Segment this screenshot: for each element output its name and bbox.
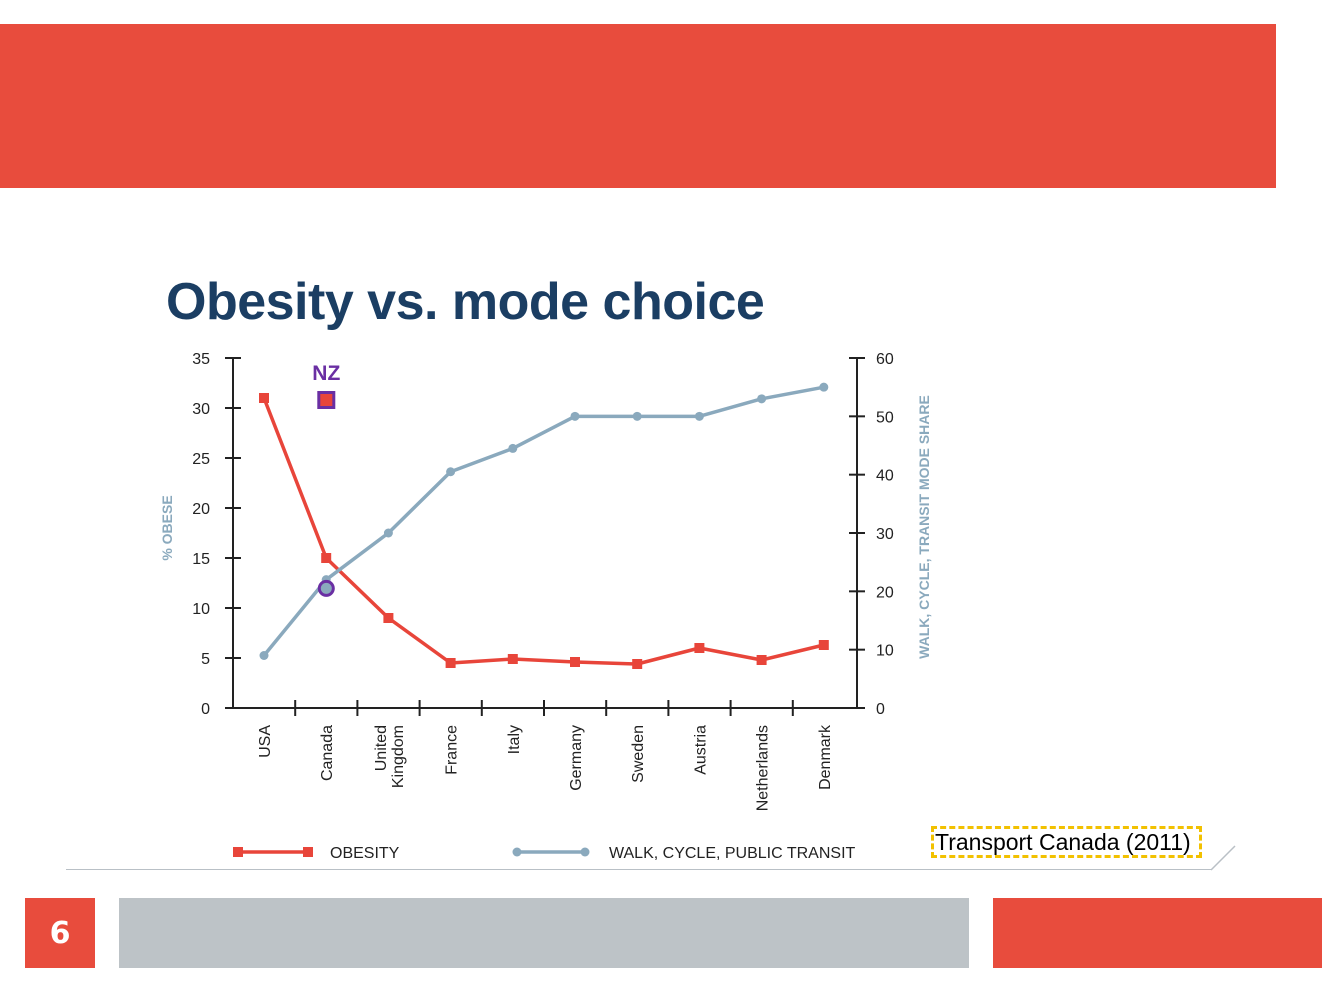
footer-accent bbox=[993, 898, 1322, 968]
obesity-point bbox=[818, 640, 829, 650]
legend-mode-marker bbox=[580, 847, 590, 857]
obesity-point bbox=[632, 659, 643, 669]
y-tick-label-left: 0 bbox=[201, 701, 210, 718]
x-tick-label: Netherlands bbox=[755, 725, 772, 811]
y-tick-label-left: 20 bbox=[192, 501, 210, 518]
y-tick-label-left: 15 bbox=[192, 551, 210, 568]
x-tick-label: Denmark bbox=[817, 724, 834, 790]
mode-share-point bbox=[694, 411, 704, 421]
y-tick-label-right: 0 bbox=[876, 701, 885, 718]
y-tick-label-right: 20 bbox=[876, 584, 894, 601]
nz-label: NZ bbox=[312, 362, 340, 385]
mode-share-point bbox=[259, 651, 269, 660]
mode-share-point bbox=[819, 382, 829, 392]
y-tick-label-left: 10 bbox=[192, 601, 210, 618]
x-tick-label: Canada bbox=[319, 725, 336, 781]
x-tick-label: Austria bbox=[692, 725, 709, 775]
nz-obesity-marker bbox=[317, 391, 336, 409]
legend-mode-label: WALK, CYCLE, PUBLIC TRANSIT bbox=[609, 845, 856, 862]
source-highlight-box bbox=[931, 826, 1202, 858]
y-tick-label-right: 50 bbox=[876, 409, 894, 426]
slide-title: Obesity vs. mode choice bbox=[166, 273, 765, 331]
mode-share-point bbox=[508, 443, 518, 453]
obesity-point bbox=[756, 655, 767, 665]
mode-share-point bbox=[383, 528, 393, 538]
divider-slash bbox=[1210, 845, 1236, 871]
y-axis-title-right: WALK, CYCLE, TRANSIT MODE SHARE bbox=[916, 395, 932, 659]
source-citation: Transport Canada (2011) bbox=[935, 829, 1191, 855]
obesity-point bbox=[321, 553, 332, 563]
nz-mode-share-marker bbox=[317, 579, 335, 597]
y-tick-label-left: 30 bbox=[192, 401, 210, 418]
y-tick-label-left: 35 bbox=[192, 351, 210, 368]
obesity-point bbox=[507, 654, 518, 664]
x-tick-label: USA bbox=[257, 725, 274, 758]
y-tick-label-right: 10 bbox=[876, 643, 894, 660]
x-tick-label: Italy bbox=[506, 725, 523, 754]
obesity-point bbox=[694, 643, 705, 653]
mode-share-point bbox=[632, 411, 642, 421]
legend-obesity-label: OBESITY bbox=[330, 845, 400, 862]
obesity-line bbox=[262, 397, 825, 666]
y-tick-label-left: 5 bbox=[201, 651, 210, 668]
legend-mode-marker bbox=[512, 847, 522, 857]
y-tick-label-right: 30 bbox=[876, 526, 894, 543]
y-tick-label-right: 60 bbox=[876, 351, 894, 368]
mode-share-line bbox=[262, 385, 825, 657]
obesity-point bbox=[445, 658, 456, 668]
y-tick-label-right: 40 bbox=[876, 468, 894, 485]
y-tick-label-left: 25 bbox=[192, 451, 210, 468]
obesity-point bbox=[383, 613, 394, 623]
x-tick-label: UnitedKingdom bbox=[373, 725, 407, 788]
x-tick-label: Germany bbox=[568, 725, 585, 791]
header-banner bbox=[0, 24, 1276, 188]
obesity-point bbox=[570, 657, 580, 667]
page-number: 6 bbox=[25, 898, 95, 968]
legend-obesity-marker bbox=[233, 847, 243, 857]
divider-line bbox=[66, 869, 1212, 870]
x-tick-label: France bbox=[444, 725, 461, 775]
mode-share-point bbox=[570, 411, 580, 421]
y-axis-title-left: % OBESE bbox=[159, 495, 175, 560]
obesity-point bbox=[259, 393, 269, 403]
legend-obesity-marker bbox=[303, 847, 313, 857]
x-tick-label: Sweden bbox=[630, 725, 647, 783]
footer-bar bbox=[119, 898, 969, 968]
mode-share-point bbox=[446, 467, 456, 477]
mode-share-point bbox=[757, 394, 767, 404]
